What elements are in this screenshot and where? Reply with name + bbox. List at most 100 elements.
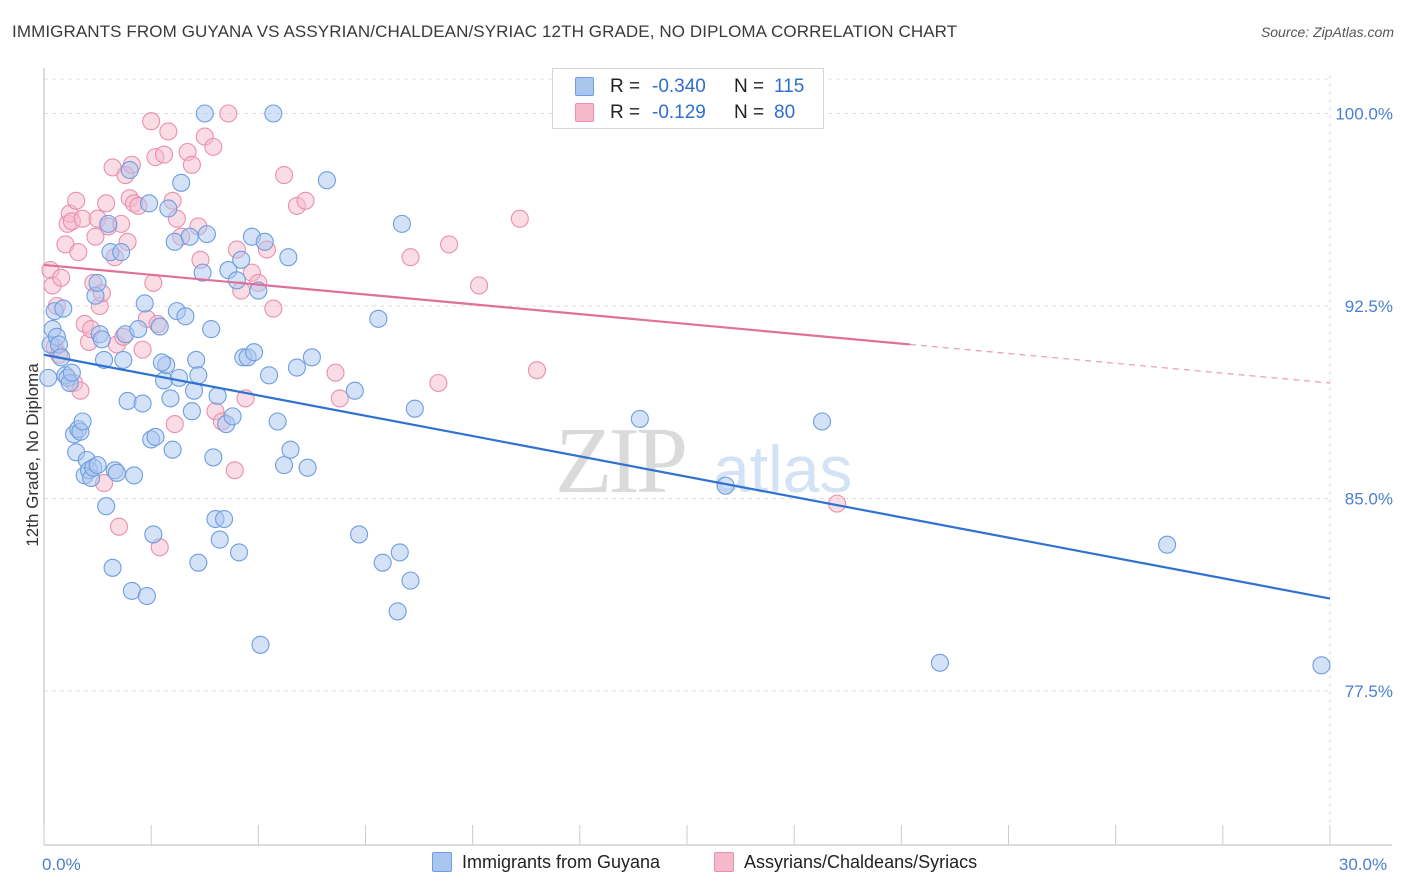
assyrians-point	[69, 243, 88, 262]
guyana-point	[62, 363, 81, 382]
guyana-point	[195, 104, 214, 123]
chart-source: Source: ZipAtlas.com	[1260, 24, 1394, 40]
guyana-point	[259, 366, 279, 385]
y-axis-label: 12th Grade, No Diploma	[23, 363, 42, 547]
assyrians-point	[296, 191, 315, 210]
guyana-point	[144, 525, 163, 544]
watermark: ZIP atlas	[555, 409, 852, 513]
guyana-point	[180, 227, 199, 246]
bottom-legend-swatch-assyrians	[714, 852, 734, 872]
guyana-point	[133, 394, 152, 413]
guyana-point	[227, 271, 246, 290]
guyana-point	[264, 104, 283, 123]
tick-labels: 77.5% 85.0% 92.5% 100.0% 0.0% 30.0%	[42, 105, 1393, 875]
assyrians-point	[326, 363, 345, 382]
guyana-point	[161, 389, 180, 408]
assyrians-point	[97, 194, 116, 213]
series-guyana-points	[39, 104, 1331, 675]
y-tick-label: 100.0%	[1335, 105, 1393, 124]
legend-r-value: -0.129	[652, 102, 706, 123]
assyrians-point	[204, 137, 223, 156]
assyrians-trend-line	[43, 263, 911, 346]
assyrians-point	[527, 361, 547, 380]
guyana-point	[369, 309, 388, 328]
legend-r-value: -0.340	[652, 76, 706, 97]
guyana-point	[135, 294, 154, 313]
assyrians-point	[142, 112, 161, 131]
bottom-legend-label-guyana: Immigrants from Guyana	[462, 852, 661, 872]
guyana-point	[189, 553, 208, 572]
guyana-point	[251, 635, 270, 654]
bottom-legend-guyana: Immigrants from Guyana	[432, 852, 660, 873]
watermark-atlas: atlas	[713, 432, 852, 506]
assyrians-point	[165, 415, 184, 434]
assyrians-point	[429, 373, 448, 393]
assyrians-point	[109, 517, 129, 536]
legend-n-value: 80	[774, 102, 796, 123]
assyrians-point	[225, 461, 244, 480]
chart-title: IMMIGRANTS FROM GUYANA VS ASSYRIAN/CHALD…	[12, 22, 958, 41]
guyana-point	[279, 248, 298, 267]
guyana-point	[154, 371, 174, 390]
guyana-point	[249, 281, 268, 300]
legend-swatch-guyana	[575, 77, 594, 96]
guyana-point	[189, 366, 208, 385]
guyana-point	[401, 571, 420, 590]
guyana-point	[146, 427, 165, 446]
guyana-point	[112, 243, 131, 262]
axes	[43, 68, 1392, 846]
guyana-point	[930, 653, 949, 672]
bottom-legend-swatch-guyana	[432, 852, 452, 872]
legend-row-assyrians: R = -0.129 N = 80	[553, 100, 823, 126]
guyana-point	[114, 350, 133, 369]
guyana-point	[165, 232, 184, 251]
assyrians-point	[440, 235, 459, 254]
x-tick-label: 0.0%	[42, 855, 81, 874]
guyana-point	[176, 307, 195, 326]
assyrians-point	[73, 209, 92, 228]
guyana-point	[281, 440, 300, 459]
legend-n-value: 115	[774, 76, 805, 97]
guyana-point	[390, 543, 409, 562]
guyana-point	[169, 368, 189, 387]
assyrians-point	[510, 209, 529, 228]
guyana-point	[137, 586, 156, 606]
guyana-point	[97, 497, 116, 516]
assyrians-point	[219, 104, 238, 123]
guyana-point	[388, 602, 407, 621]
guyana-point	[812, 412, 832, 431]
guyana-point	[630, 409, 649, 428]
guyana-point	[197, 225, 216, 244]
guyana-point	[1312, 656, 1331, 675]
guyana-point	[405, 399, 424, 418]
guyana-point	[152, 353, 171, 372]
guyana-point	[287, 358, 306, 377]
guyana-point	[88, 456, 107, 475]
y-tick-label: 85.0%	[1345, 490, 1393, 509]
guyana-point	[1158, 535, 1177, 554]
guyana-point	[103, 558, 122, 577]
assyrians-point	[133, 340, 152, 359]
guyana-point	[94, 350, 114, 369]
guyana-point	[182, 402, 201, 421]
guyana-point	[193, 263, 212, 282]
guyana-point	[107, 463, 126, 482]
assyrians-point	[401, 248, 420, 267]
legend-n-label: N =	[734, 76, 765, 97]
x-tick-label: 30.0%	[1339, 855, 1387, 874]
guyana-point	[139, 194, 159, 213]
guyana-point	[204, 448, 223, 467]
assyrians-point	[52, 268, 71, 287]
legend-r-label: R =	[610, 102, 641, 123]
guyana-point	[317, 171, 336, 190]
guyana-point	[373, 553, 392, 572]
guyana-point	[99, 214, 118, 233]
assyrians-point	[86, 227, 105, 246]
guyana-point	[124, 466, 144, 485]
guyana-point	[275, 456, 294, 475]
guyana-point	[73, 412, 92, 431]
guyana-point	[163, 440, 182, 459]
grid	[44, 75, 1331, 845]
guyana-point	[39, 368, 58, 387]
assyrians-point	[470, 276, 489, 295]
